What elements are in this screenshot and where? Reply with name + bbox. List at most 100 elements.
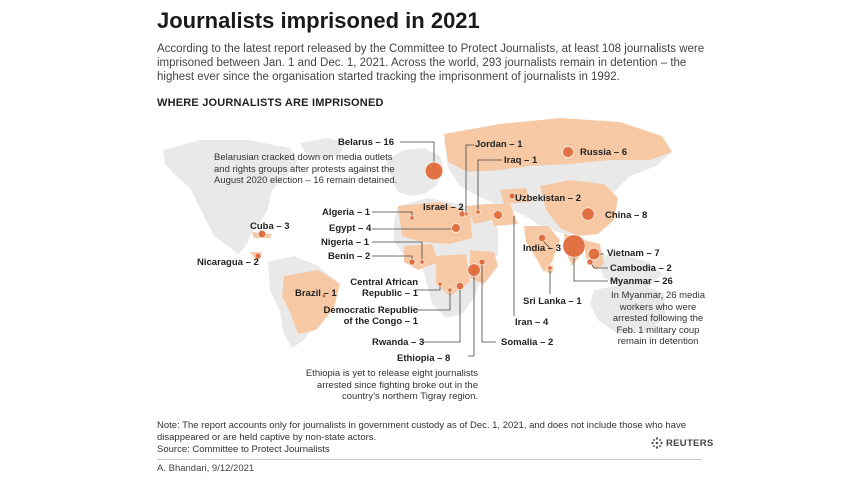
map-subheading: WHERE JOURNALISTS ARE IMPRISONED: [157, 97, 384, 109]
bubble-nigeria: [419, 259, 425, 265]
land-australia: [590, 282, 666, 334]
bubble-israel: [458, 210, 466, 218]
bubble-iran: [493, 210, 503, 220]
note-ethiopia-line: arrested since fighting broke out in the: [316, 379, 478, 391]
bubble-russia: [562, 146, 574, 158]
land-india: [524, 226, 560, 272]
land-se-asia: [596, 254, 662, 288]
label-car-line2: Republic – 1: [362, 288, 418, 299]
bubble-india: [537, 233, 547, 243]
label-china: China – 8: [605, 210, 648, 221]
bubble-belarus: [424, 161, 444, 181]
bubble-srilanka: [547, 265, 553, 271]
label-somalia: Somalia – 2: [501, 337, 554, 348]
footnote: Note: The report accounts only for journ…: [157, 420, 686, 443]
land-russia: [444, 118, 672, 172]
label-india: India – 3: [523, 243, 562, 254]
leader-belarus: [400, 141, 435, 171]
bubble-china: [581, 207, 595, 221]
bubble-cuba: [257, 229, 267, 239]
leader-jordan: [465, 144, 474, 214]
label-brazil: Brazil – 1: [295, 288, 337, 299]
note-ethiopia-line: country’s northern Tigray region.: [341, 391, 478, 402]
label-rwanda: Rwanda – 3: [372, 337, 425, 348]
leader-myanmar: [573, 250, 608, 282]
source-line: Source: Committee to Protect Journalists: [157, 444, 330, 455]
note-ethiopia-line: Ethiopia is yet to release eight journal…: [305, 368, 478, 379]
label-iran: Iran – 4: [515, 317, 549, 328]
land-china: [540, 180, 618, 236]
note-belarus: Belarusian cracked down on media outlets…: [214, 152, 397, 187]
label-iraq: Iraq – 1: [504, 155, 538, 166]
bubble-egypt: [451, 223, 461, 233]
label-cuba: Cuba – 3: [250, 221, 290, 232]
label-uzbekistan: Uzbekistan – 2: [515, 193, 581, 204]
leader-rwanda: [420, 286, 461, 343]
bubble-rwanda: [455, 281, 465, 291]
label-nicaragua: Nicaragua – 2: [197, 257, 259, 268]
leader-iraq: [477, 159, 502, 212]
label-drc: Democratic Republic of the Congo – 1: [318, 305, 419, 327]
label-myanmar: Myanmar – 26: [610, 276, 673, 287]
bubble-algeria: [409, 215, 415, 221]
note-myanmar-line: remain in detention: [617, 336, 699, 347]
note-myanmar-line: Feb. 1 military coup: [616, 324, 700, 336]
land-brazil: [282, 270, 340, 334]
note-belarus-line: Belarusian cracked down on media outlets: [214, 152, 393, 163]
note-myanmar-line: arrested following the: [612, 313, 704, 324]
label-egypt: Egypt – 4: [329, 223, 372, 234]
label-car: Central African Republic – 1: [340, 277, 418, 299]
bubble-drc: [447, 287, 453, 293]
label-russia: Russia – 6: [580, 147, 627, 158]
bubble-somalia: [478, 258, 486, 266]
label-nigeria: Nigeria – 1: [321, 237, 370, 248]
label-cambodia: Cambodia – 2: [610, 263, 672, 274]
land-masses: [163, 118, 672, 348]
bubble-iraq: [475, 209, 481, 215]
bubble-layer: [254, 146, 601, 299]
leader-drc: [412, 290, 451, 311]
author-credit: A. Bhandari, 9/12/2021: [157, 463, 255, 474]
bubble-ethiopia: [467, 263, 481, 277]
bubble-car: [437, 281, 443, 287]
bubble-myanmar: [562, 234, 586, 258]
label-srilanka: Sri Lanka – 1: [523, 296, 582, 307]
bubble-cambodia: [586, 258, 594, 266]
reuters-dots-icon: [651, 437, 663, 449]
bubble-uzbekistan: [508, 192, 516, 200]
chart-title: Journalists imprisoned in 2021: [157, 8, 480, 33]
land-north-america: [163, 140, 298, 254]
label-vietnam: Vietnam – 7: [607, 248, 660, 259]
divider: [157, 459, 702, 460]
label-car-line1: Central African: [350, 277, 418, 288]
label-drc-line2: of the Congo – 1: [343, 316, 418, 327]
note-myanmar-line: workers who were: [619, 301, 697, 313]
note-myanmar: In Myanmar, 26 media workers who were ar…: [611, 290, 705, 348]
leader-lines: [261, 141, 608, 357]
bubble-vietnam: [587, 247, 601, 261]
bubble-nicaragua: [254, 252, 262, 260]
reuters-logo: REUTERS: [651, 437, 714, 449]
land-north-africa: [398, 202, 472, 244]
label-drc-line1: Democratic Republic: [323, 305, 419, 316]
reuters-wordmark: REUTERS: [666, 437, 714, 449]
note-myanmar-line: In Myanmar, 26 media: [611, 290, 705, 301]
leader-nigeria: [372, 241, 423, 262]
land-europe: [386, 148, 444, 196]
intro-text: According to the latest report released …: [157, 43, 705, 83]
label-ethiopia: Ethiopia – 8: [397, 353, 451, 364]
land-greenland: [300, 138, 346, 160]
note-ethiopia: Ethiopia is yet to release eight journal…: [270, 368, 478, 403]
note-belarus-line: and rights groups after protests against…: [214, 163, 395, 175]
label-jordan: Jordan – 1: [475, 139, 523, 150]
bubble-brazil: [321, 293, 327, 299]
label-israel: Israel – 2: [423, 202, 464, 213]
label-algeria: Algeria – 1: [322, 207, 371, 218]
leader-ethiopia: [468, 270, 475, 357]
bubble-benin: [408, 258, 416, 266]
note-belarus-line: August 2020 election – 16 remain detaine…: [214, 175, 398, 186]
label-belarus: Belarus – 16: [338, 137, 394, 148]
label-benin: Benin – 2: [328, 251, 371, 262]
leader-somalia: [481, 262, 496, 343]
